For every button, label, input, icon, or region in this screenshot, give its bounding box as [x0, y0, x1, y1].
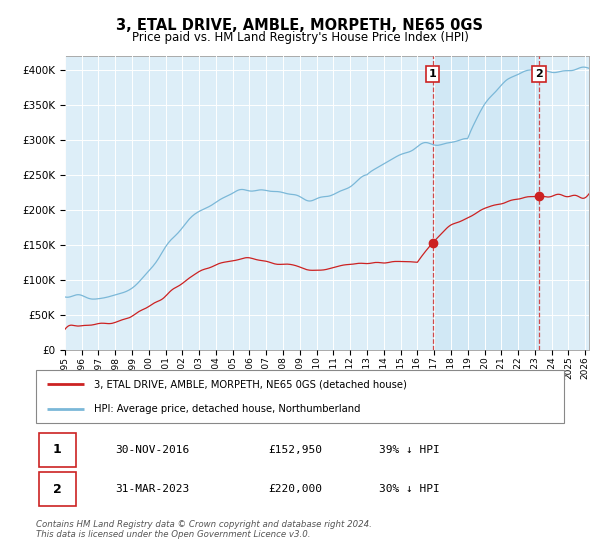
Text: 2: 2 [53, 483, 61, 496]
Text: 30% ↓ HPI: 30% ↓ HPI [379, 484, 440, 494]
Text: £220,000: £220,000 [268, 484, 322, 494]
FancyBboxPatch shape [36, 370, 564, 423]
Text: 39% ↓ HPI: 39% ↓ HPI [379, 445, 440, 455]
Text: 2: 2 [535, 69, 543, 79]
Text: Contains HM Land Registry data © Crown copyright and database right 2024.
This d: Contains HM Land Registry data © Crown c… [36, 520, 372, 539]
FancyBboxPatch shape [38, 433, 76, 467]
Text: 3, ETAL DRIVE, AMBLE, MORPETH, NE65 0GS: 3, ETAL DRIVE, AMBLE, MORPETH, NE65 0GS [116, 18, 484, 33]
Text: 31-MAR-2023: 31-MAR-2023 [115, 484, 190, 494]
Text: Price paid vs. HM Land Registry's House Price Index (HPI): Price paid vs. HM Land Registry's House … [131, 31, 469, 44]
Text: 3, ETAL DRIVE, AMBLE, MORPETH, NE65 0GS (detached house): 3, ETAL DRIVE, AMBLE, MORPETH, NE65 0GS … [94, 380, 407, 390]
Bar [433, 56, 539, 350]
Text: HPI: Average price, detached house, Northumberland: HPI: Average price, detached house, Nort… [94, 404, 361, 414]
Text: 1: 1 [429, 69, 437, 79]
Text: £152,950: £152,950 [268, 445, 322, 455]
Text: 1: 1 [53, 444, 61, 456]
FancyBboxPatch shape [38, 472, 76, 506]
Text: 30-NOV-2016: 30-NOV-2016 [115, 445, 190, 455]
